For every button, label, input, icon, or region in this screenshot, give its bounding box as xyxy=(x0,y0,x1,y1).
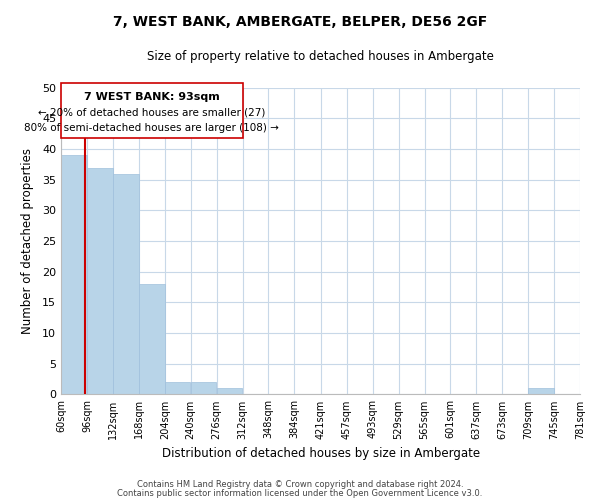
Y-axis label: Number of detached properties: Number of detached properties xyxy=(21,148,34,334)
Text: 7, WEST BANK, AMBERGATE, BELPER, DE56 2GF: 7, WEST BANK, AMBERGATE, BELPER, DE56 2G… xyxy=(113,15,487,29)
X-axis label: Distribution of detached houses by size in Ambergate: Distribution of detached houses by size … xyxy=(161,447,479,460)
Text: Contains public sector information licensed under the Open Government Licence v3: Contains public sector information licen… xyxy=(118,488,482,498)
Bar xyxy=(191,382,217,394)
Title: Size of property relative to detached houses in Ambergate: Size of property relative to detached ho… xyxy=(147,50,494,63)
Text: ← 20% of detached houses are smaller (27): ← 20% of detached houses are smaller (27… xyxy=(38,108,266,118)
Bar xyxy=(88,168,113,394)
Text: Contains HM Land Registry data © Crown copyright and database right 2024.: Contains HM Land Registry data © Crown c… xyxy=(137,480,463,489)
Bar xyxy=(139,284,164,395)
FancyBboxPatch shape xyxy=(61,83,242,138)
Bar xyxy=(529,388,554,394)
Bar xyxy=(165,382,190,394)
Bar xyxy=(61,155,87,394)
Text: 80% of semi-detached houses are larger (108) →: 80% of semi-detached houses are larger (… xyxy=(25,122,279,132)
Bar xyxy=(113,174,139,394)
Bar xyxy=(217,388,242,394)
Text: 7 WEST BANK: 93sqm: 7 WEST BANK: 93sqm xyxy=(84,92,220,102)
